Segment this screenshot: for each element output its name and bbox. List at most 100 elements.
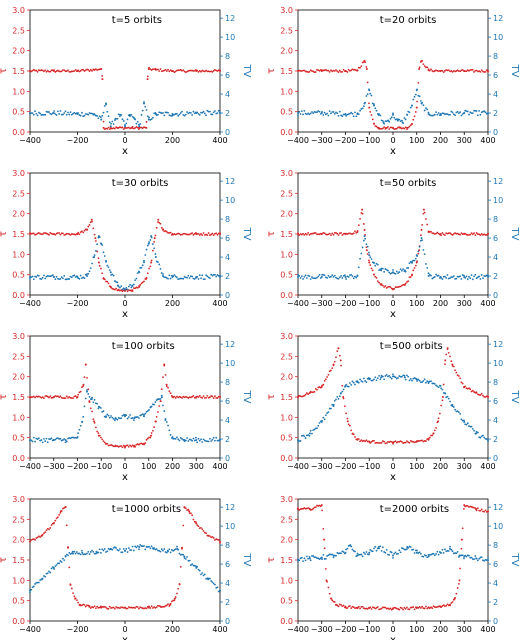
data-point <box>322 416 325 419</box>
data-point <box>300 275 303 278</box>
data-point <box>121 118 124 121</box>
data-point <box>58 562 61 565</box>
data-point <box>397 377 399 379</box>
data-point <box>330 69 332 72</box>
data-point <box>37 275 40 277</box>
data-point <box>68 70 71 73</box>
left-axis-label: τ <box>266 231 277 237</box>
x-tick-label: −400 <box>287 136 309 145</box>
data-point <box>470 68 473 71</box>
data-point <box>171 275 174 278</box>
data-point <box>148 545 150 548</box>
data-point <box>458 579 461 582</box>
data-point <box>332 276 335 278</box>
data-point <box>371 118 374 121</box>
data-point <box>487 70 489 72</box>
data-point <box>62 113 64 116</box>
data-point <box>178 552 181 555</box>
data-point <box>368 106 371 109</box>
data-point <box>359 66 361 69</box>
data-point <box>92 418 95 421</box>
data-point <box>422 208 425 211</box>
data-point <box>219 70 221 72</box>
x-tick-label: −200 <box>67 299 89 308</box>
data-point <box>336 232 339 235</box>
data-point <box>323 232 326 235</box>
data-point <box>384 285 387 287</box>
data-point <box>344 233 347 235</box>
data-point <box>299 277 302 279</box>
data-point <box>480 392 483 395</box>
data-point <box>164 68 167 71</box>
data-point <box>100 267 102 270</box>
data-point <box>187 440 190 442</box>
data-point <box>93 233 96 236</box>
data-point <box>167 232 169 234</box>
data-point <box>322 554 325 556</box>
data-point <box>412 606 415 608</box>
data-point <box>201 572 204 574</box>
data-point <box>63 438 66 440</box>
data-point <box>69 583 72 586</box>
data-point <box>466 422 469 425</box>
x-tick-label: −200 <box>335 299 357 308</box>
x-tick-label: −100 <box>358 299 380 308</box>
right-y-tick-label: 0 <box>225 454 230 463</box>
data-point <box>487 557 489 559</box>
data-point <box>435 384 437 387</box>
data-point <box>64 278 67 281</box>
data-point <box>150 545 153 548</box>
data-point <box>362 551 365 554</box>
chart-panel-1: −400−2000200400x0.00.51.01.52.02.53.0τ02… <box>0 6 252 157</box>
data-point <box>463 555 466 558</box>
data-point <box>82 415 85 418</box>
data-point <box>411 273 413 276</box>
left-y-tick-label: 0.5 <box>280 597 293 606</box>
data-point <box>205 274 207 277</box>
data-point <box>418 379 421 382</box>
right-y-tick-label: 2 <box>493 109 498 118</box>
data-point <box>427 111 430 114</box>
data-point <box>297 558 299 561</box>
data-point <box>442 392 445 394</box>
data-point <box>419 100 422 102</box>
data-point <box>134 126 137 129</box>
data-point <box>442 383 445 386</box>
data-point <box>298 234 301 236</box>
data-point <box>127 126 130 129</box>
data-point <box>403 606 406 609</box>
data-point <box>336 395 339 398</box>
data-point <box>73 595 76 598</box>
data-point <box>138 125 141 128</box>
data-point <box>36 70 39 73</box>
right-y-tick-label: 6 <box>493 71 498 80</box>
data-point <box>32 113 35 116</box>
data-point <box>74 276 77 278</box>
data-point <box>332 111 335 113</box>
data-point <box>43 438 45 440</box>
data-point <box>138 607 140 610</box>
data-point <box>48 396 50 399</box>
data-point <box>31 440 34 443</box>
data-point <box>76 275 79 278</box>
right-y-tick-label: 4 <box>225 90 230 99</box>
data-point <box>203 573 206 576</box>
data-point <box>350 69 353 72</box>
data-point <box>132 283 135 286</box>
chart-panel-2: −400 −300 −200 −100 0 100 200 300 400x0.00.51.01… <box>266 6 520 157</box>
data-point <box>143 413 145 416</box>
data-point <box>408 441 411 444</box>
data-point <box>162 112 164 114</box>
data-point <box>442 604 445 607</box>
data-point <box>212 436 215 439</box>
data-point <box>76 233 79 235</box>
left-y-tick-label: 0.0 <box>12 291 25 300</box>
data-point <box>388 128 391 130</box>
data-point <box>198 569 201 572</box>
data-point <box>150 235 153 238</box>
data-point <box>436 550 439 553</box>
data-point <box>167 111 169 114</box>
data-point <box>352 381 355 384</box>
data-point <box>200 70 202 73</box>
right-axis-label: TV <box>509 553 520 567</box>
